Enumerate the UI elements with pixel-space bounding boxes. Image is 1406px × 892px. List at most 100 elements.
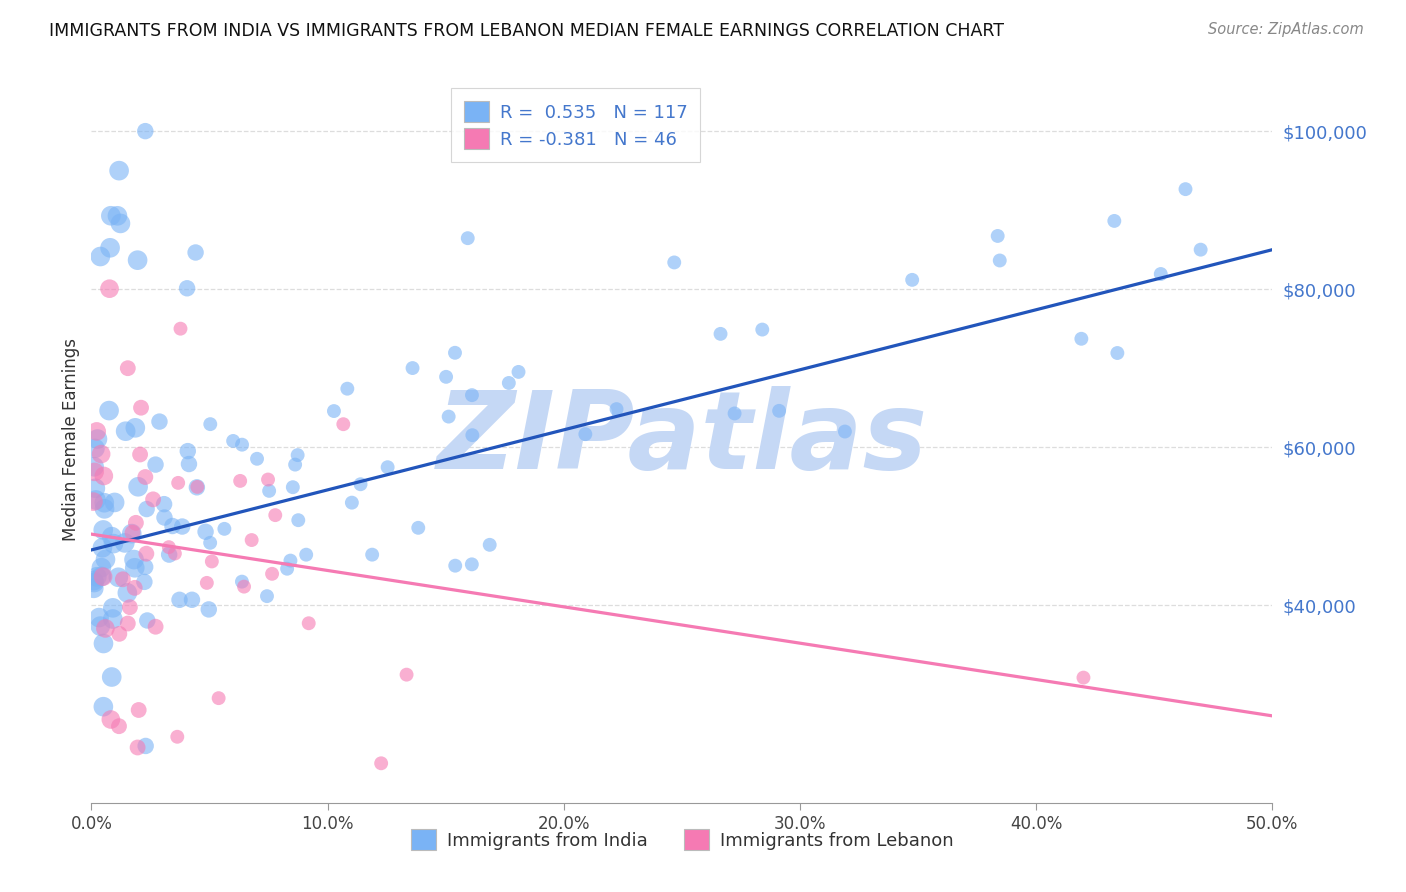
Point bbox=[195, 575, 218, 590]
Point bbox=[166, 730, 188, 744]
Point bbox=[145, 620, 167, 634]
Point bbox=[83, 465, 105, 479]
Point bbox=[93, 699, 115, 714]
Point bbox=[107, 570, 129, 584]
Point bbox=[262, 566, 284, 581]
Point bbox=[93, 636, 115, 650]
Point bbox=[100, 670, 122, 684]
Point bbox=[395, 667, 418, 681]
Point bbox=[86, 570, 108, 584]
Point bbox=[124, 561, 146, 575]
Point bbox=[1189, 243, 1212, 257]
Point bbox=[83, 582, 105, 596]
Point bbox=[82, 494, 104, 508]
Point bbox=[231, 438, 253, 452]
Point bbox=[498, 376, 520, 390]
Point bbox=[1107, 346, 1129, 360]
Point bbox=[114, 424, 136, 438]
Point bbox=[83, 574, 105, 588]
Point bbox=[461, 388, 484, 402]
Point bbox=[163, 547, 186, 561]
Point bbox=[834, 425, 856, 439]
Point bbox=[264, 508, 287, 523]
Point bbox=[287, 513, 309, 527]
Point bbox=[751, 322, 773, 336]
Point bbox=[124, 421, 146, 435]
Point bbox=[246, 451, 269, 466]
Point bbox=[134, 470, 156, 484]
Point bbox=[281, 480, 304, 494]
Point bbox=[86, 425, 108, 439]
Point bbox=[87, 610, 110, 624]
Point bbox=[901, 273, 924, 287]
Point bbox=[437, 409, 460, 424]
Point bbox=[1150, 267, 1173, 281]
Point bbox=[177, 457, 200, 471]
Point bbox=[108, 627, 131, 641]
Point bbox=[461, 428, 484, 442]
Point bbox=[457, 231, 479, 245]
Point bbox=[89, 619, 111, 633]
Point bbox=[83, 459, 105, 474]
Point bbox=[208, 691, 231, 706]
Point bbox=[200, 417, 222, 432]
Point bbox=[103, 536, 125, 550]
Point bbox=[104, 495, 127, 509]
Point bbox=[340, 496, 363, 510]
Point bbox=[198, 536, 221, 550]
Point bbox=[186, 480, 208, 494]
Point bbox=[101, 600, 124, 615]
Legend: Immigrants from India, Immigrants from Lebanon: Immigrants from India, Immigrants from L… bbox=[402, 821, 962, 859]
Point bbox=[108, 719, 131, 733]
Point bbox=[91, 541, 114, 555]
Point bbox=[121, 525, 143, 540]
Point bbox=[129, 401, 152, 415]
Point bbox=[148, 415, 170, 429]
Point bbox=[129, 448, 152, 462]
Point bbox=[90, 447, 112, 461]
Point bbox=[177, 444, 200, 458]
Point bbox=[111, 572, 134, 586]
Point bbox=[222, 434, 245, 448]
Point bbox=[723, 407, 745, 421]
Point bbox=[276, 562, 298, 576]
Point bbox=[280, 553, 302, 567]
Point bbox=[162, 519, 184, 533]
Point bbox=[157, 540, 180, 554]
Point bbox=[117, 616, 139, 631]
Point bbox=[101, 612, 124, 626]
Point bbox=[117, 586, 139, 600]
Point bbox=[181, 592, 204, 607]
Point bbox=[361, 548, 384, 562]
Point bbox=[83, 575, 105, 590]
Point bbox=[84, 442, 107, 456]
Point bbox=[124, 581, 146, 595]
Point bbox=[142, 492, 165, 507]
Point bbox=[298, 616, 321, 631]
Point bbox=[84, 493, 107, 508]
Point bbox=[98, 241, 121, 255]
Point bbox=[167, 475, 190, 490]
Point bbox=[444, 558, 467, 573]
Point bbox=[377, 460, 399, 475]
Point bbox=[606, 402, 628, 417]
Point bbox=[332, 417, 354, 432]
Point bbox=[90, 560, 112, 574]
Point bbox=[186, 480, 208, 494]
Point bbox=[100, 713, 122, 727]
Point bbox=[100, 209, 122, 223]
Point bbox=[127, 740, 149, 755]
Point bbox=[93, 501, 115, 516]
Point bbox=[153, 510, 176, 524]
Point bbox=[134, 560, 156, 574]
Point bbox=[134, 574, 156, 589]
Point bbox=[108, 163, 131, 178]
Point bbox=[1070, 332, 1092, 346]
Point bbox=[336, 382, 359, 396]
Point bbox=[89, 250, 111, 264]
Point bbox=[145, 458, 167, 472]
Point bbox=[127, 480, 149, 494]
Point bbox=[172, 519, 194, 533]
Point bbox=[136, 614, 159, 628]
Point bbox=[84, 481, 107, 495]
